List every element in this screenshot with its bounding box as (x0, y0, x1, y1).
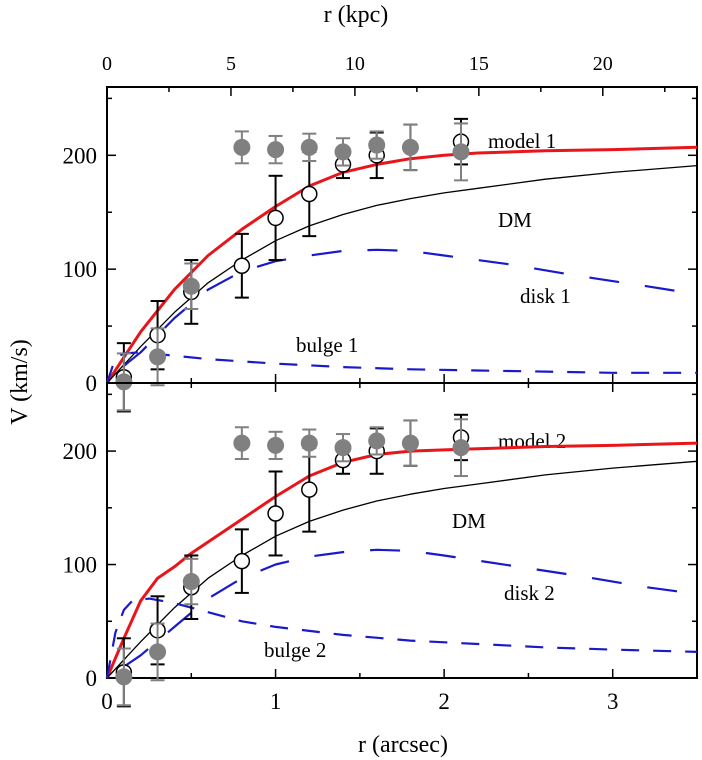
panel1-label-dm: DM (498, 208, 532, 232)
open-point (301, 481, 318, 498)
y-tick-label: 200 (63, 439, 98, 464)
panel1-label-disk: disk 1 (520, 284, 571, 308)
filled-point (115, 373, 133, 391)
x-bottom-tick-label: 1 (270, 689, 282, 714)
panel2-label-bulge: bulge 2 (264, 638, 326, 662)
panel1-label-bulge: bulge 1 (296, 333, 358, 357)
panel-1-frame (106, 86, 698, 384)
filled-point (233, 138, 251, 156)
panel2-label-dm: DM (452, 509, 486, 533)
x-bottom-tick-label: 2 (438, 689, 450, 714)
filled-point (149, 348, 167, 366)
filled-point (334, 143, 352, 161)
x-top-axis-label: r (kpc) (324, 2, 389, 28)
open-point (301, 185, 318, 203)
filled-point (182, 277, 200, 295)
panel-2: 0 100 200 0 1 2 3 (63, 382, 698, 714)
y-tick-label: 0 (86, 666, 98, 691)
filled-point (300, 138, 318, 156)
y-axis-label: V (km/s) (7, 339, 33, 425)
series-bulge-1 (105, 351, 697, 384)
open-point (233, 552, 251, 570)
panel-2-frame (106, 382, 698, 679)
open-point (233, 257, 251, 274)
series-bulge-2 (105, 597, 698, 679)
x-top-tick-label: 10 (345, 53, 365, 75)
filled-point (452, 143, 470, 161)
y-tick-label: 200 (63, 143, 98, 168)
x-bottom-axis-label: r (arcsec) (358, 732, 448, 758)
x-bottom-tick-label: 3 (607, 689, 619, 714)
panel2-label-model: model 2 (498, 429, 566, 453)
y-tick-label: 100 (63, 257, 98, 282)
series-disk-2 (123, 548, 698, 668)
panel2-label-disk: disk 2 (504, 581, 555, 605)
filled-point (401, 434, 419, 452)
x-bottom-tick-label: 0 (101, 689, 113, 714)
series-model-2 (105, 441, 698, 679)
filled-point (452, 439, 470, 457)
filled-point (115, 668, 133, 686)
panel-1: 0 100 200 0 5 10 15 20 (63, 53, 698, 413)
open-point (267, 209, 284, 227)
series-DM (106, 164, 698, 384)
filled-point (149, 643, 167, 661)
filled-point (334, 439, 352, 457)
panel1-label-model: model 1 (488, 129, 556, 153)
series-model-1 (105, 145, 698, 384)
filled-point (368, 432, 386, 450)
series-disk-1 (123, 248, 698, 367)
x-top-tick-label: 20 (593, 53, 613, 75)
filled-point (233, 434, 251, 452)
filled-point (401, 138, 419, 156)
open-point (267, 505, 284, 522)
x-top-tick-label: 0 (102, 53, 112, 75)
filled-point (267, 436, 285, 454)
y-tick-label: 0 (86, 371, 98, 396)
filled-point (182, 573, 200, 591)
filled-point (267, 141, 285, 159)
x-top-tick-label: 5 (226, 53, 236, 75)
filled-point (300, 434, 318, 452)
x-top-tick-label: 15 (469, 53, 489, 75)
series-DM (106, 460, 698, 679)
y-tick-label: 100 (63, 553, 98, 578)
filled-point (368, 136, 386, 154)
